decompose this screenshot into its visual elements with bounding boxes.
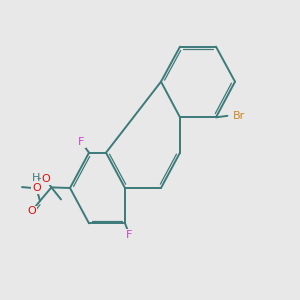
Text: O: O — [32, 183, 41, 193]
Text: F: F — [78, 137, 85, 147]
Text: O: O — [42, 174, 50, 184]
Text: —: — — [36, 173, 46, 183]
Text: F: F — [125, 230, 132, 240]
Text: Br: Br — [232, 111, 245, 121]
Text: H: H — [32, 173, 41, 183]
Text: O: O — [27, 206, 36, 216]
